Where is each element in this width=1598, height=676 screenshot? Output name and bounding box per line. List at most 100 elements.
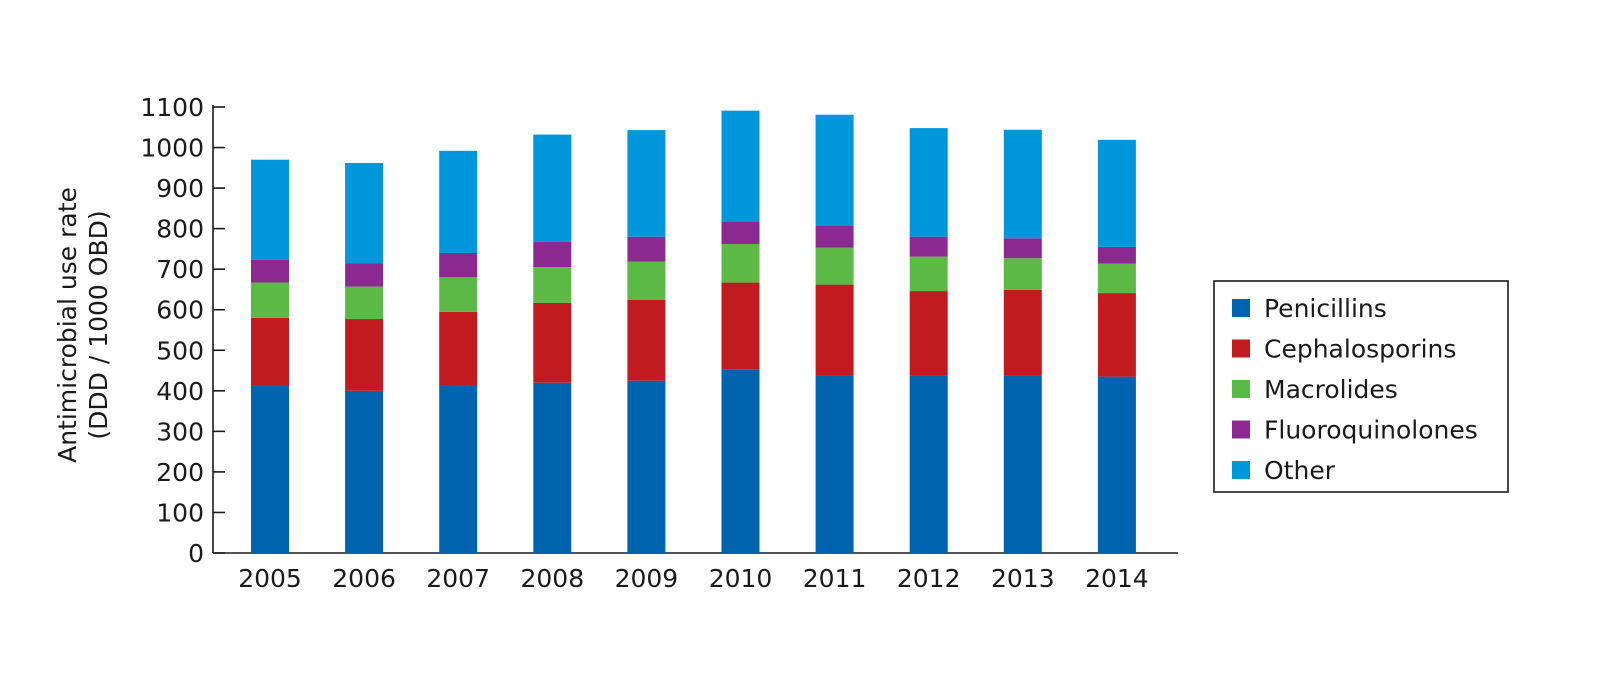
y-tick-label: 100 [156, 498, 204, 527]
bar-segment-cephalosporins [1003, 289, 1042, 376]
legend-box [1213, 280, 1509, 493]
y-tick-label: 600 [156, 296, 204, 325]
bar-segment-other [721, 110, 760, 222]
bar-segment-macrolides [909, 256, 948, 292]
bar-segment-macrolides [815, 247, 854, 285]
bar-segment-macrolides [533, 267, 572, 303]
bar-segment-cephalosporins [721, 282, 760, 370]
legend-label: Cephalosporins [1264, 335, 1456, 364]
legend-item-penicillins: Penicillins [1232, 294, 1387, 323]
bar-segment-penicillins [909, 375, 948, 553]
bar-segment-penicillins [439, 385, 478, 553]
legend-label: Penicillins [1264, 294, 1387, 323]
bar-segment-other [1097, 139, 1136, 247]
bar-stack-2012 [909, 128, 948, 553]
bar-segment-cephalosporins [251, 317, 289, 386]
bar-stack-2010 [721, 110, 760, 553]
bar-segment-fluoroquinolones [345, 263, 384, 287]
bar-segment-penicillins [533, 382, 572, 553]
legend-label: Macrolides [1264, 375, 1398, 404]
bar-segment-cephalosporins [345, 319, 384, 391]
y-tick-label: 0 [188, 539, 204, 568]
bar-segment-penicillins [345, 390, 384, 553]
bar-stack-2014 [1097, 139, 1136, 553]
x-tick-label: 2009 [615, 564, 679, 593]
bar-stack-2013 [1003, 129, 1042, 553]
x-tick-label: 2011 [803, 564, 867, 593]
bar-segment-macrolides [345, 286, 384, 320]
bar-segment-penicillins [815, 375, 854, 553]
bar-segment-cephalosporins [815, 284, 854, 376]
bar-segment-cephalosporins [439, 311, 478, 386]
bar-segment-fluoroquinolones [909, 236, 948, 257]
y-tick-label: 1000 [140, 134, 204, 163]
x-tick-label: 2006 [332, 564, 396, 593]
bar-segment-penicillins [721, 369, 760, 553]
y-axis: 0 100 200 300 400 500 600 700 800 900 1000 1100 [140, 93, 225, 568]
legend-swatch [1232, 339, 1250, 358]
bar-segment-other [439, 150, 478, 253]
bar-segment-macrolides [439, 277, 478, 312]
bar-segment-macrolides [251, 282, 289, 318]
bar-segment-penicillins [1097, 376, 1136, 553]
bar-segment-penicillins [1003, 375, 1042, 553]
y-tick-label: 400 [156, 377, 204, 406]
legend-swatch [1232, 380, 1250, 398]
bar-stack-2007 [439, 150, 478, 553]
bar-segment-macrolides [1097, 263, 1136, 294]
bar-segment-macrolides [627, 261, 666, 300]
legend-swatch [1232, 461, 1250, 479]
legend-swatch [1232, 299, 1250, 317]
bar-segment-other [815, 114, 854, 226]
bar-segment-fluoroquinolones [815, 225, 854, 248]
legend-label: Other [1264, 456, 1336, 485]
legend-item-cephalosporins: Cephalosporins [1232, 335, 1456, 364]
y-tick-label: 900 [156, 174, 204, 203]
bar-segment-macrolides [1003, 258, 1042, 290]
legend-item-fluoroquinolones: Fluoroquinolones [1232, 416, 1478, 445]
bar-segment-other [1003, 129, 1042, 239]
bar-segment-cephalosporins [627, 299, 666, 381]
legend-swatch [1232, 420, 1250, 439]
y-axis-title: Antimicrobial use rate (DDD / 1000 OBD) [53, 187, 113, 463]
bar-stack-2006 [345, 162, 384, 553]
y-axis-title-line: (DDD / 1000 OBD) [84, 210, 113, 439]
bar-segment-fluoroquinolones [1097, 246, 1136, 264]
legend-item-macrolides: Macrolides [1232, 375, 1398, 404]
x-axis: 2005 2006 2007 2008 2009 2010 2011 2012 2013 2014 [213, 552, 1178, 593]
bar-segment-other [345, 162, 384, 264]
bar-segment-cephalosporins [1097, 293, 1136, 377]
bar-segment-fluoroquinolones [251, 259, 289, 283]
bar-segment-other [533, 134, 572, 243]
bar-segment-penicillins [251, 385, 289, 553]
bar-segment-macrolides [721, 244, 760, 283]
x-tick-label: 2005 [238, 564, 302, 593]
y-tick-label: 500 [156, 336, 204, 365]
bar-stack-2008 [533, 134, 572, 553]
y-tick-label: 700 [156, 255, 204, 284]
bar-segment-fluoroquinolones [439, 252, 478, 278]
y-tick-label: 800 [156, 215, 204, 244]
x-tick-label: 2012 [897, 564, 961, 593]
bar-segment-other [909, 128, 948, 237]
y-tick-label: 1100 [140, 93, 204, 122]
y-tick-label: 200 [156, 458, 204, 487]
x-tick-label: 2007 [426, 564, 490, 593]
legend-item-other: Other [1232, 456, 1336, 485]
x-tick-label: 2014 [1085, 564, 1149, 593]
y-tick-label: 300 [156, 417, 204, 446]
bar-segment-fluoroquinolones [721, 221, 760, 245]
bar-stack-2009 [627, 130, 666, 553]
bar-segment-cephalosporins [533, 302, 572, 383]
bar-segment-other [627, 130, 666, 237]
bar-segment-fluoroquinolones [627, 236, 666, 262]
bar-segment-other [251, 159, 289, 260]
bar-segment-cephalosporins [909, 291, 948, 376]
x-tick-label: 2008 [520, 564, 584, 593]
bar-segment-fluoroquinolones [1003, 238, 1042, 259]
bars [251, 110, 1136, 553]
bar-stack-2005 [251, 159, 289, 553]
bar-stack-2011 [815, 114, 854, 553]
bar-segment-fluoroquinolones [533, 242, 572, 268]
